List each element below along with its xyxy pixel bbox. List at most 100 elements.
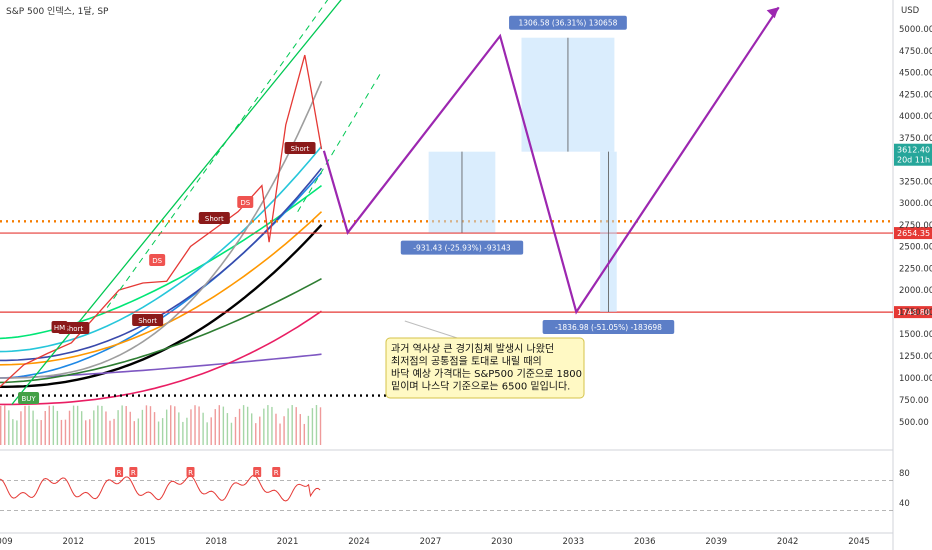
- volume-bar: [255, 423, 257, 445]
- volume-bar: [238, 408, 241, 445]
- rsi-tag-text: R: [131, 469, 136, 477]
- grid: [0, 0, 894, 550]
- price-tick-label: 3750.00: [899, 134, 932, 144]
- volume-bar: [230, 422, 233, 445]
- moving-average-line: [0, 211, 323, 366]
- volume-bar: [44, 410, 46, 445]
- rsi-tag: [129, 467, 138, 477]
- volume-bar: [202, 412, 204, 445]
- volume-bar: [20, 411, 22, 445]
- volume-bar: [190, 409, 192, 445]
- measure-label-text: -931.43 (-25.93%) -93143: [413, 244, 511, 253]
- rsi-tag-text: R: [117, 469, 122, 477]
- annotation-box: [385, 337, 585, 399]
- signal-tag: [51, 321, 68, 333]
- signal-tag-text: BUY: [21, 395, 36, 403]
- volume-bar: [263, 408, 265, 445]
- volume-bar: [226, 413, 229, 445]
- price-tick-label: 2500.00: [899, 243, 932, 253]
- volume-bar: [64, 419, 67, 445]
- volume-bar: [4, 405, 6, 445]
- price-label-box: [894, 306, 932, 319]
- annotation-pointer: [404, 320, 458, 339]
- moving-average-line: [0, 310, 322, 406]
- volume-bar: [149, 406, 152, 445]
- volume-bar: [311, 408, 314, 445]
- volume-bar: [210, 417, 212, 445]
- measure-label-box: [509, 15, 627, 30]
- price-label-box: [894, 227, 932, 240]
- rsi-tag-text: R: [255, 469, 260, 477]
- price-label-text: 2654.35: [897, 229, 930, 238]
- rsi-tag: [115, 467, 124, 477]
- signal-tags: Short Short Short DS DS HM BUY Short: [18, 142, 316, 404]
- signal-tag: [284, 142, 316, 154]
- rsi-tag: [186, 467, 195, 477]
- volume-bar: [117, 410, 119, 445]
- measure-label-text: 1306.58 (36.31%) 130658: [519, 19, 618, 28]
- rsi-line: [0, 474, 321, 502]
- price-tick-label: 3000.00: [899, 199, 932, 209]
- volume-bar: [319, 407, 322, 445]
- volume-bar: [48, 405, 50, 445]
- volume-bar: [283, 416, 285, 445]
- volume-bar: [141, 409, 144, 445]
- moving-average-line: [0, 353, 322, 379]
- annotation-line: 밑이며 나스닥 기준으로는 6500 밑입니다.: [391, 380, 570, 393]
- volume-bar: [295, 407, 297, 445]
- volume-bar: [287, 408, 289, 445]
- price-tick-label: 2000.00: [899, 286, 932, 296]
- time-tick-label: 2009: [0, 537, 13, 547]
- volume-bar: [97, 405, 99, 445]
- volume-bar: [40, 420, 42, 445]
- volume-bar: [271, 406, 273, 445]
- volume-bar: [259, 416, 261, 445]
- volume-bar: [32, 410, 34, 445]
- projection-line: [322, 6, 780, 315]
- time-tick-label: 2045: [848, 537, 870, 547]
- projection-arrowhead: [766, 7, 779, 19]
- volume-bar: [0, 405, 2, 445]
- volume-bar: [28, 405, 30, 445]
- volume-bars: [0, 405, 322, 445]
- pane-background: [0, 0, 893, 550]
- signal-tag: [18, 392, 40, 404]
- price-tick-label: 1000.00: [899, 374, 932, 384]
- volume-bar: [198, 406, 200, 445]
- volume-bar: [299, 414, 301, 445]
- time-tick-label: 2036: [634, 537, 656, 547]
- rsi-tick-label: 80: [899, 469, 910, 479]
- time-tick-label: 2024: [348, 537, 370, 547]
- time-tick-label: 2012: [62, 537, 84, 547]
- rsi-tag-text: R: [188, 469, 193, 477]
- channel-dash-line: [106, 0, 329, 308]
- volume-bar: [56, 410, 59, 445]
- price-tick-label: 4750.00: [899, 47, 932, 57]
- rsi-tag: [253, 467, 262, 477]
- price-axis[interactable]: 5000.00 4750.00 4500.00 4250.00 4000.00 3750.…: [899, 25, 932, 428]
- signal-tag-text: Short: [205, 215, 224, 223]
- price-label-subtext: 20d 11h: [897, 156, 930, 165]
- rsi-tag-text: R: [274, 469, 279, 477]
- volume-bar: [170, 405, 172, 445]
- moving-average-line: [0, 145, 323, 353]
- rsi-tag: [272, 467, 281, 477]
- time-axis[interactable]: 2009 2012 2015 2018 2021 2024 2027 2030 2033 2036…: [0, 537, 870, 547]
- volume-bar: [89, 419, 91, 445]
- price-tick-label: 5000.00: [899, 25, 932, 35]
- signal-tag-text: DS: [240, 199, 250, 207]
- volume-bar: [315, 405, 318, 445]
- volume-bar: [279, 423, 281, 445]
- volume-bar: [222, 406, 225, 445]
- moving-average-line: [0, 277, 322, 384]
- volume-bar: [153, 412, 156, 445]
- volume-bar: [250, 413, 253, 445]
- volume-bar: [85, 420, 87, 445]
- currency-label: USD: [901, 6, 920, 16]
- price-label-text: 1748.80: [897, 308, 930, 317]
- price-tick-label: 3250.00: [899, 177, 932, 187]
- signal-tag: [237, 196, 254, 208]
- volume-bar: [72, 405, 75, 445]
